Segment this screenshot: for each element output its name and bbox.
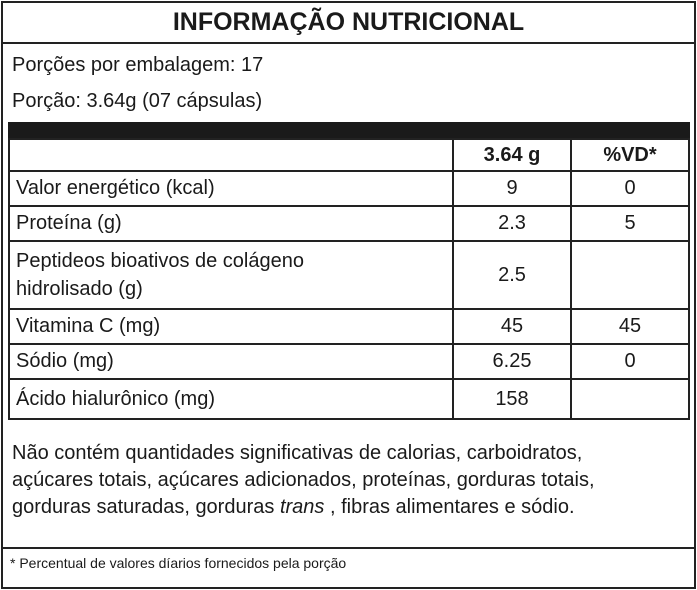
nutrient-amount: 6.25 bbox=[452, 343, 572, 380]
divider bbox=[3, 547, 694, 549]
note-line: Não contém quantidades significativas de… bbox=[12, 442, 583, 464]
nutrient-dv: 0 bbox=[570, 170, 690, 207]
nutrient-dv: 45 bbox=[570, 308, 690, 345]
note-text: gorduras saturadas, gorduras bbox=[12, 496, 280, 518]
nutrient-amount: 9 bbox=[452, 170, 572, 207]
thick-divider bbox=[8, 122, 690, 138]
header-dv: %VD* bbox=[570, 138, 690, 172]
nutrient-dv: 0 bbox=[570, 343, 690, 380]
nutrient-name-line1: Peptideos bioativos de colágeno bbox=[16, 250, 304, 272]
serving-size: Porção: 3.64g (07 cápsulas) bbox=[12, 90, 263, 112]
nutrient-amount: 2.3 bbox=[452, 205, 572, 242]
nutrient-amount: 158 bbox=[452, 378, 572, 420]
label-title: INFORMAÇÃO NUTRICIONAL bbox=[172, 8, 525, 36]
footnote: * Percentual de valores díarios fornecid… bbox=[10, 555, 347, 571]
table-row: Vitamina C (mg) 45 45 bbox=[8, 308, 690, 345]
nutrient-name: Vitamina C (mg) bbox=[8, 308, 454, 345]
header-amount: 3.64 g bbox=[452, 138, 572, 172]
nutrient-amount: 2.5 bbox=[452, 240, 572, 310]
nutrient-name: Peptideos bioativos de colágeno hidrolis… bbox=[8, 240, 454, 310]
nutrient-name: Ácido hialurônico (mg) bbox=[8, 378, 454, 420]
note-line: açúcares totais, açúcares adicionados, p… bbox=[12, 469, 595, 491]
note-italic-trans: trans bbox=[279, 496, 325, 518]
table-row: Sódio (mg) 6.25 0 bbox=[8, 343, 690, 380]
nutrient-name-line2: hidrolisado (g) bbox=[16, 278, 143, 300]
nutrition-table: 3.64 g %VD* Valor energético (kcal) 9 0 … bbox=[8, 138, 690, 420]
note-text: , fibras alimentares e sódio. bbox=[324, 496, 575, 518]
table-row: Peptideos bioativos de colágeno hidrolis… bbox=[8, 240, 690, 310]
note-line: gorduras saturadas, gorduras trans , fib… bbox=[12, 494, 595, 521]
servings-per-package: Porções por embalagem: 17 bbox=[12, 54, 264, 76]
divider bbox=[3, 42, 694, 44]
disclaimer-note: Não contém quantidades significativas de… bbox=[12, 440, 595, 521]
table-row: Ácido hialurônico (mg) 158 bbox=[8, 378, 690, 420]
table-row: Proteína (g) 2.3 5 bbox=[8, 205, 690, 242]
nutrient-name: Sódio (mg) bbox=[8, 343, 454, 380]
nutrient-name: Valor energético (kcal) bbox=[8, 170, 454, 207]
table-row: Valor energético (kcal) 9 0 bbox=[8, 170, 690, 207]
header-blank bbox=[8, 138, 454, 172]
nutrient-dv: 5 bbox=[570, 205, 690, 242]
table-header-row: 3.64 g %VD* bbox=[8, 138, 690, 172]
nutrient-dv bbox=[570, 378, 690, 420]
nutrient-dv bbox=[570, 240, 690, 310]
nutrient-amount: 45 bbox=[452, 308, 572, 345]
nutrient-name: Proteína (g) bbox=[8, 205, 454, 242]
